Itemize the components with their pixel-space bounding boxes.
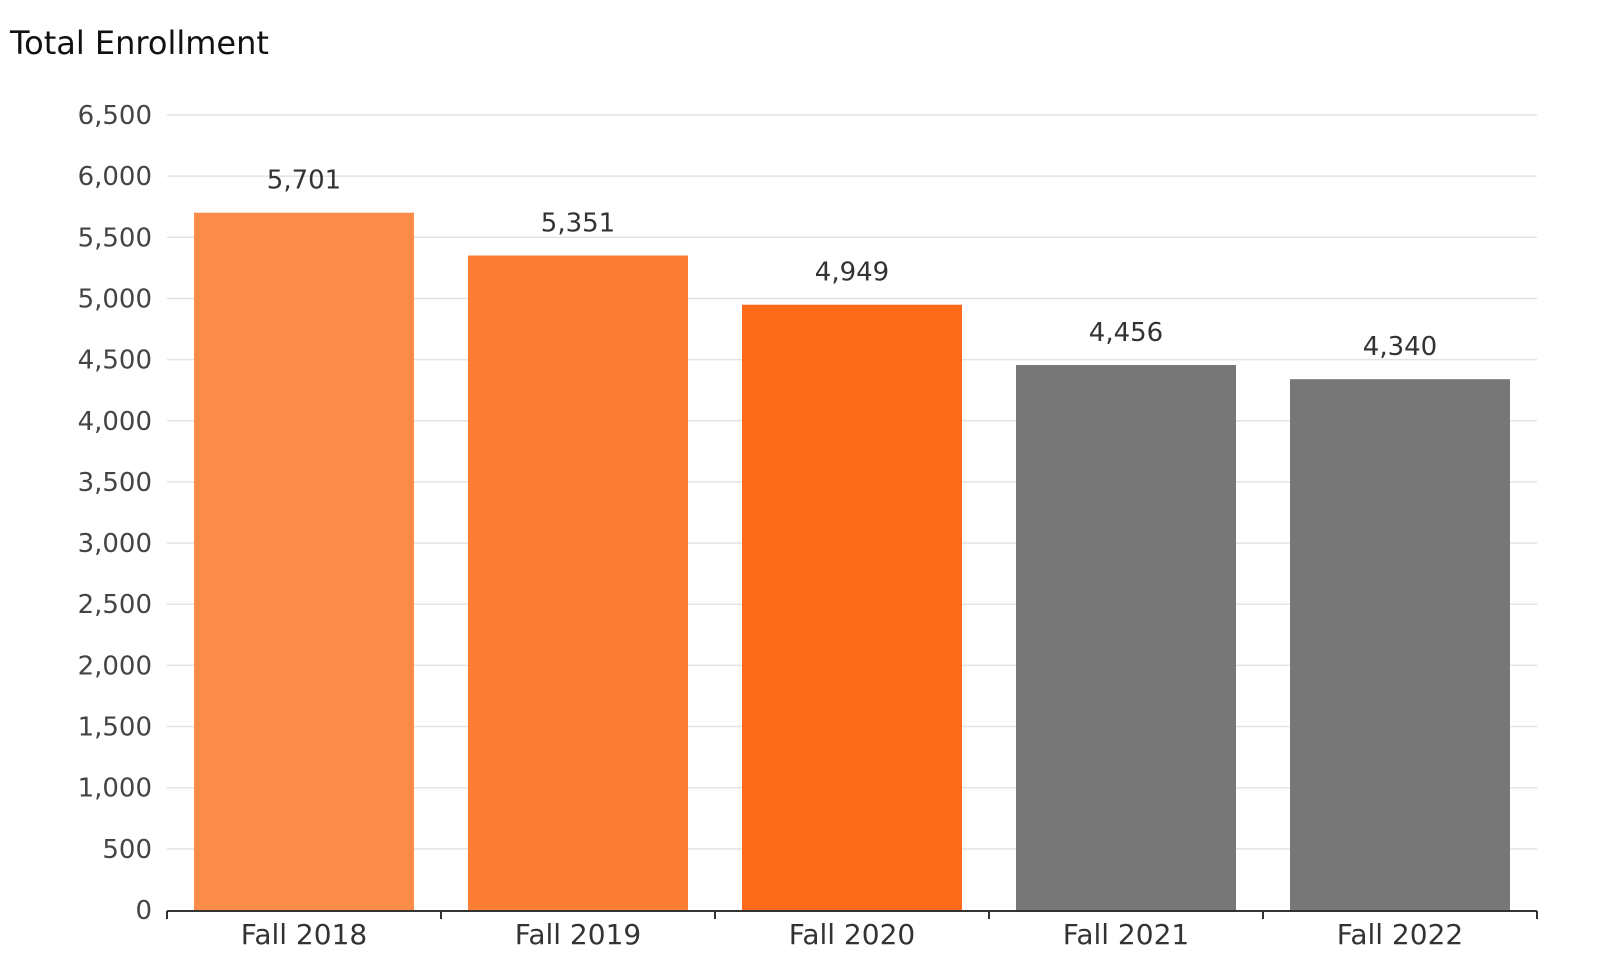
y-tick-label: 0	[135, 896, 152, 926]
chart-title: Total Enrollment	[10, 24, 269, 62]
y-tick-label: 3,000	[78, 529, 152, 559]
x-tick-label: Fall 2020	[789, 918, 915, 951]
y-tick-label: 2,500	[78, 590, 152, 620]
bar	[742, 304, 962, 910]
x-axis: Fall 2018 Fall 2019 Fall 2020 Fall 2021 Fall…	[166, 910, 1538, 951]
x-tick-label: Fall 2019	[515, 918, 641, 951]
y-tick-label: 6,500	[78, 101, 152, 131]
x-tick-label: Fall 2022	[1337, 918, 1463, 951]
y-tick-label: 5,500	[78, 223, 152, 253]
y-tick-label: 1,000	[78, 774, 152, 804]
y-tick-label: 2,000	[78, 651, 152, 681]
y-tick-label: 4,500	[78, 346, 152, 376]
data-label: 4,456	[1089, 318, 1163, 348]
y-tick-label: 3,500	[78, 468, 152, 498]
bars	[194, 212, 1510, 911]
bar	[468, 255, 688, 910]
data-label: 5,701	[267, 166, 341, 196]
bar	[1016, 364, 1236, 910]
data-label: 5,351	[541, 209, 615, 239]
bar	[1290, 379, 1510, 911]
y-tick-label: 1,500	[78, 713, 152, 743]
x-tick-label: Fall 2018	[241, 918, 367, 951]
data-label: 4,340	[1363, 332, 1437, 362]
y-tick-label: 6,000	[78, 162, 152, 192]
x-tick-label: Fall 2021	[1063, 918, 1189, 951]
y-axis-tick-labels: 0 500 1,000 1,500 2,000 2,500 3,000 3,500 4,000 4…	[78, 101, 152, 926]
y-tick-label: 5,000	[78, 284, 152, 314]
data-labels: 5,701 5,351 4,949 4,456 4,340	[267, 166, 1437, 362]
data-label: 4,949	[815, 258, 889, 288]
y-tick-label: 4,000	[78, 407, 152, 437]
bar	[194, 212, 414, 910]
y-tick-label: 500	[102, 835, 152, 865]
